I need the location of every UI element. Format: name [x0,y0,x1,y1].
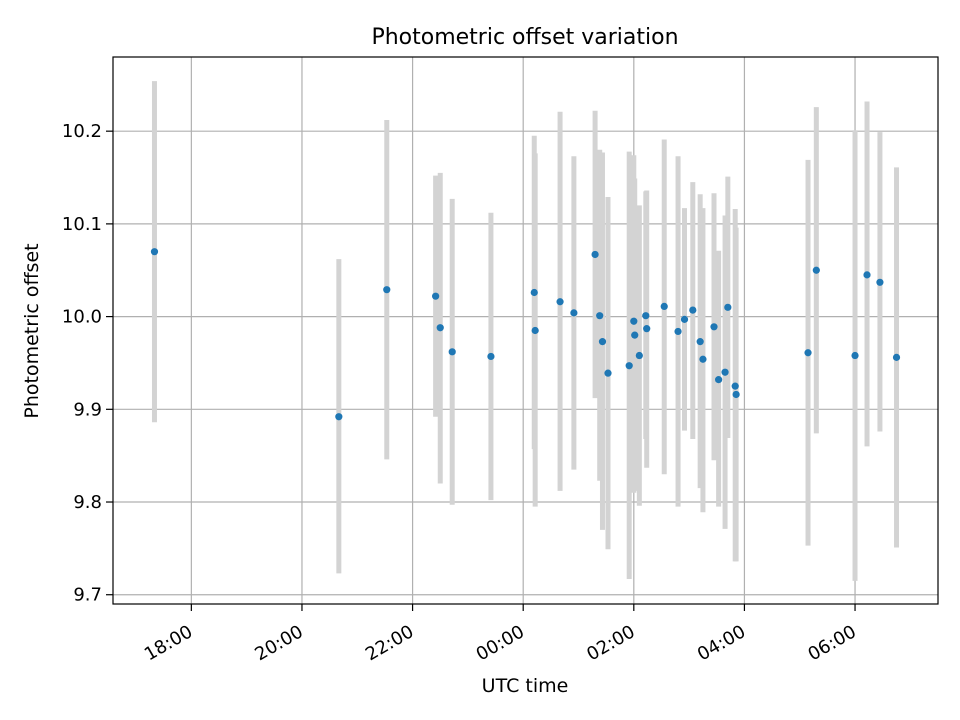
x-axis-ticks: 18:00 20:00 22:00 00:00 02:00 04:00 06:00 [141,604,860,665]
data-point [487,352,495,361]
data-point [892,353,901,361]
data-point [383,286,391,294]
data-point [531,326,539,335]
data-point [689,306,697,314]
data-point [630,317,638,325]
data-point [591,250,599,259]
chart-title: Photometric offset variation [371,25,678,50]
data-point [812,266,820,274]
data-point [804,349,812,357]
data-point [432,292,440,300]
data-point [150,248,159,256]
data-point [732,390,740,399]
data-point [596,312,604,320]
y-tick-label: 10.1 [62,214,102,235]
y-tick-label: 9.9 [73,399,102,420]
data-point [876,278,884,286]
data-point [625,362,633,370]
data-point [643,325,651,333]
plot-area [112,56,939,605]
data-point [696,338,704,346]
y-tick-label: 10.0 [62,307,102,328]
y-tick-label: 9.7 [73,585,102,606]
data-point [448,348,456,356]
x-tick-label: 06:00 [805,621,860,665]
y-tick-label: 9.8 [73,492,102,513]
data-point [721,368,729,376]
data-point [731,382,739,390]
data-point [436,324,444,332]
data-points [150,248,901,421]
data-point [851,351,859,360]
error-bars [151,81,900,581]
data-point [699,355,707,363]
data-point [710,323,718,331]
data-point [556,298,564,306]
data-point [631,331,639,339]
y-axis-label: Photometric offset [21,243,43,418]
data-point [724,303,732,311]
data-point [674,327,682,336]
x-tick-label: 18:00 [141,621,196,665]
data-point [570,309,578,317]
x-tick-label: 00:00 [473,621,528,665]
y-axis-ticks: 9.7 9.8 9.9 10.0 10.1 10.2 [62,121,113,606]
data-point [642,312,650,320]
data-point [604,369,612,377]
data-point [635,351,643,360]
data-point [715,376,723,384]
x-axis-label: UTC time [482,675,569,697]
x-tick-label: 02:00 [583,621,638,665]
data-point [335,413,343,421]
x-tick-label: 20:00 [251,621,306,665]
data-point [598,338,607,346]
data-point [680,315,689,323]
x-tick-label: 04:00 [694,621,749,665]
data-point [530,288,538,297]
data-point [863,271,871,279]
data-point [660,302,668,310]
x-tick-label: 22:00 [362,621,417,665]
y-tick-label: 10.2 [62,121,102,142]
